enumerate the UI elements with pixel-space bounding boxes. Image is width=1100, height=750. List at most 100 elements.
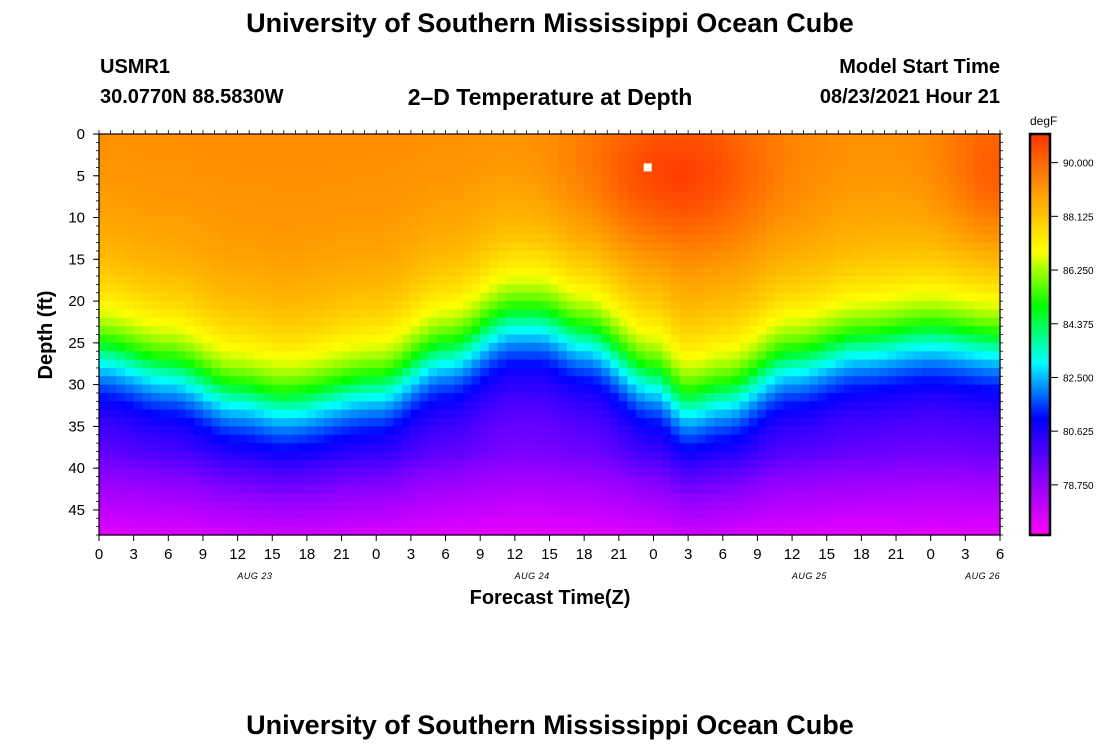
heatmap-cell [367,326,377,336]
heatmap-cell [367,509,377,519]
heatmap-cell [956,142,966,152]
heatmap-cell [722,401,733,411]
heatmap-cell [176,509,187,519]
heatmap-cell [774,367,785,377]
heatmap-cell [358,209,369,219]
heatmap-cell [601,518,611,528]
heatmap-cell [107,384,117,394]
heatmap-cell [618,184,629,194]
heatmap-cell [124,142,135,152]
heatmap-cell [480,526,490,536]
heatmap-cell [462,484,473,494]
heatmap-cell [878,225,888,235]
heatmap-cell [930,167,940,177]
heatmap-cell [419,359,429,369]
heatmap-cell [627,334,637,344]
heatmap-cell [376,351,386,361]
heatmap-cell [488,459,499,469]
heatmap-cell [428,351,438,361]
heatmap-cell [168,301,178,311]
station-coordinates: 30.0770N 88.5830W [100,86,284,108]
heatmap-cell [904,526,914,536]
heatmap-cell [211,250,221,260]
heatmap-cell [610,317,620,327]
heatmap-cell [133,134,143,143]
heatmap-cell [662,493,672,503]
heatmap-cell [506,376,516,386]
heatmap-cell [436,392,447,402]
heatmap-cell [306,276,317,285]
heatmap-cell [150,493,161,503]
heatmap-cell [939,418,949,427]
heatmap-cell [740,367,750,377]
heatmap-cell [974,317,984,327]
heatmap-cell [948,392,958,402]
heatmap-cell [618,326,629,336]
heatmap-cell [168,351,178,361]
heatmap-cell [714,234,724,244]
heatmap-cell [471,367,481,377]
heatmap-cell [185,334,195,344]
heatmap-cell [471,309,481,319]
heatmap-cell [358,242,369,252]
heatmap-cell [904,192,914,202]
heatmap-cell [462,334,473,344]
heatmap-cell [540,184,551,194]
heatmap-cell [696,301,707,311]
heatmap-cell [627,367,637,377]
heatmap-cell [306,367,317,377]
heatmap-cell [116,451,126,461]
heatmap-cell [315,476,325,486]
heatmap-cell [488,376,499,386]
heatmap-cell [930,250,940,260]
heatmap-cell [566,351,577,361]
heatmap-cell [584,451,594,461]
heatmap-cell [930,234,940,244]
heatmap-cell [930,284,940,294]
heatmap-cell [670,451,681,461]
heatmap-cell [272,334,282,344]
heatmap-cell [402,526,412,536]
heatmap-cell [696,518,707,528]
heatmap-cell [228,242,239,252]
heatmap-cell [289,342,299,352]
heatmap-cell [350,142,360,152]
heatmap-cell [835,134,845,143]
heatmap-cell [523,292,533,302]
heatmap-cell [324,284,334,294]
heatmap-cell [246,134,256,143]
heatmap-cell [350,276,360,285]
heatmap-cell [904,468,914,478]
heatmap-cell [696,351,707,361]
heatmap-cell [410,518,421,528]
heatmap-cell [315,259,325,269]
heatmap-cell [228,200,239,210]
heatmap-cell [558,326,568,336]
heatmap-cell [670,192,681,202]
heatmap-cell [913,351,923,361]
heatmap-cell [584,292,594,302]
heatmap-cell [584,526,594,536]
heatmap-cell [263,217,273,227]
heatmap-cell [540,175,551,185]
heatmap-cell [107,426,117,436]
heatmap-cell [168,217,178,227]
heatmap-cell [124,334,135,344]
heatmap-cell [202,242,213,252]
heatmap-cell [454,334,464,344]
heatmap-cell [289,317,299,327]
heatmap-cell [280,167,291,177]
heatmap-cell [670,476,681,486]
heatmap-cell [809,267,819,277]
heatmap-cell [809,326,819,336]
heatmap-cell [168,184,178,194]
heatmap-cell [393,292,403,302]
heatmap-cell [714,359,724,369]
heatmap-cell [610,142,620,152]
heatmap-cell [913,192,923,202]
heatmap-cell [766,484,776,494]
heatmap-cell [896,167,906,177]
heatmap-cell [142,484,152,494]
heatmap-cell [471,134,481,143]
heatmap-cell [194,476,204,486]
